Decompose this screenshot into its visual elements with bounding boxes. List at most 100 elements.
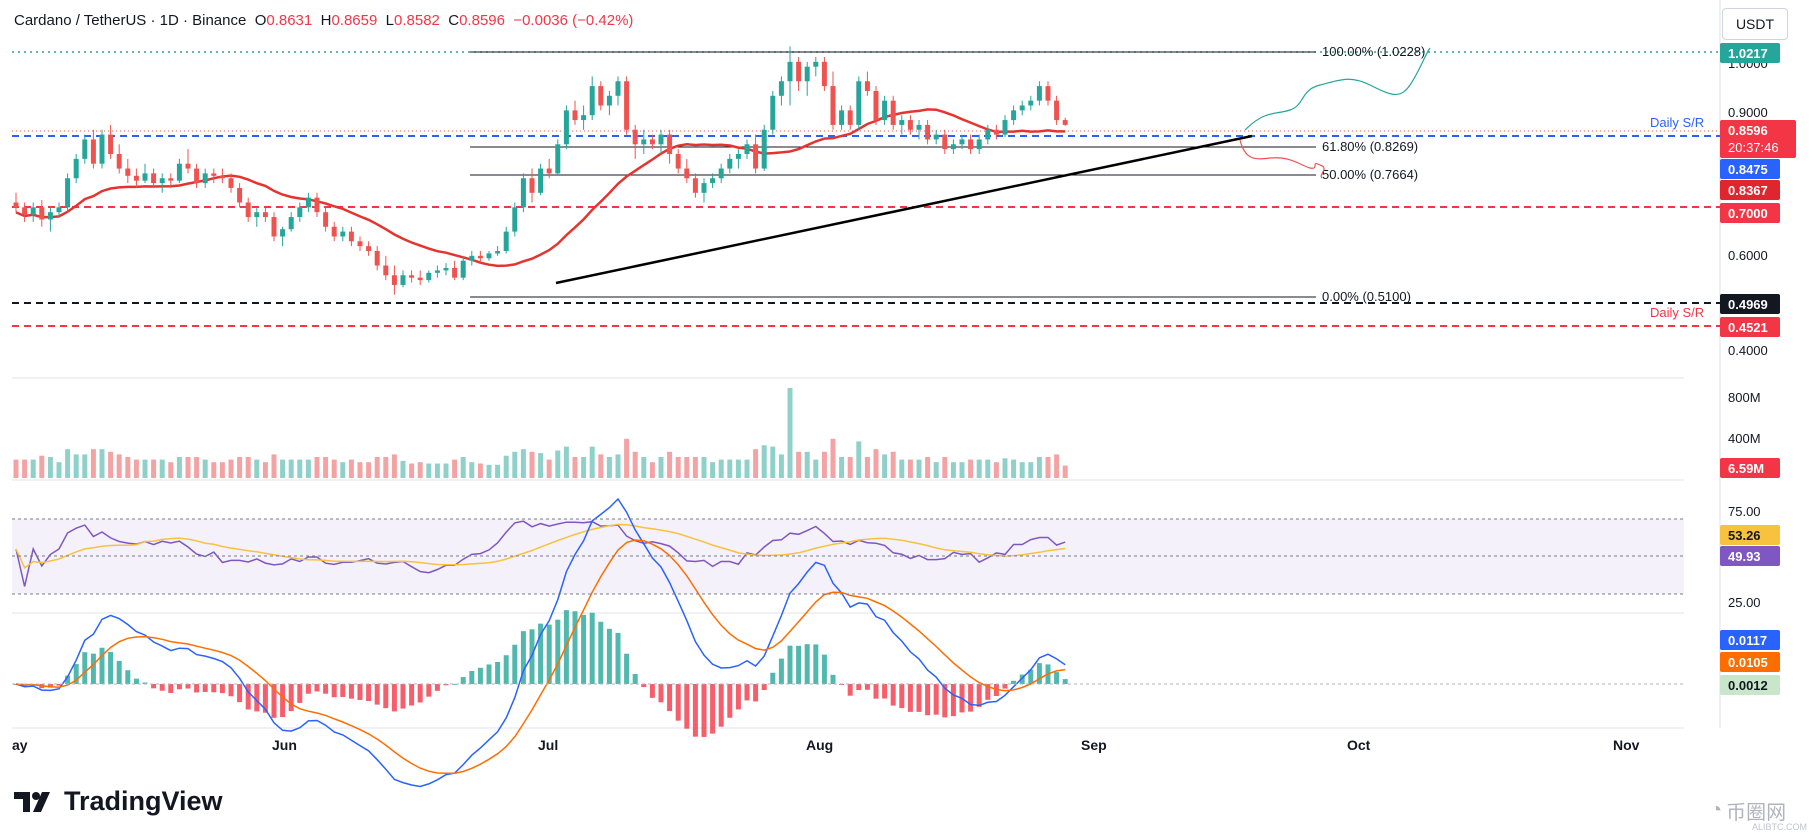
- symbol-title[interactable]: Cardano / TetherUS · 1D · Binance: [14, 12, 247, 29]
- macd-histogram-bar: [409, 684, 415, 706]
- macd-histogram-bar: [942, 684, 948, 718]
- rsi-tick: 25.00: [1728, 595, 1761, 610]
- candle-body: [39, 207, 45, 220]
- volume-bar: [1011, 459, 1017, 478]
- candle-body: [168, 178, 174, 181]
- currency-button[interactable]: USDT: [1722, 8, 1788, 40]
- tradingview-logo[interactable]: TradingView: [14, 786, 223, 817]
- macd-histogram-bar: [735, 684, 741, 710]
- volume-bar: [348, 459, 354, 478]
- candle-body: [409, 275, 415, 278]
- volume-bar: [520, 449, 526, 478]
- volume-bar: [968, 459, 974, 478]
- rsi-line: [15, 520, 1066, 587]
- volume-bar: [142, 459, 148, 478]
- volume-bar: [400, 460, 406, 478]
- macd-histogram-bar: [194, 684, 200, 693]
- macd-histogram-bar: [56, 684, 62, 686]
- macd-histogram-bar: [1062, 679, 1068, 684]
- candle-body: [417, 277, 423, 281]
- volume-bar: [615, 454, 621, 478]
- volume-bar: [262, 462, 268, 478]
- macd-histogram-bar: [546, 624, 552, 684]
- price-badge-0-7000: 0.7000: [1720, 203, 1780, 223]
- candle-body: [667, 134, 673, 154]
- macd-histogram-bar: [357, 684, 363, 700]
- volume-bar: [374, 457, 380, 478]
- volume-bar: [340, 462, 346, 478]
- macd-histogram-bar: [477, 667, 483, 684]
- volume-bar: [701, 457, 707, 478]
- open-label: O: [254, 12, 267, 29]
- volume-bar: [305, 459, 311, 478]
- candle-body: [99, 134, 105, 164]
- volume-bar: [417, 462, 423, 478]
- volume-bar: [99, 449, 105, 478]
- candle-body: [873, 90, 879, 121]
- volume-bar: [632, 451, 638, 478]
- candle-body: [1011, 110, 1017, 121]
- macd-histogram-bar: [116, 660, 122, 684]
- candle-body: [116, 154, 122, 169]
- macd-histogram-bar: [65, 675, 71, 684]
- candle-body: [572, 110, 578, 121]
- volume-bar: [176, 457, 182, 478]
- volume-bar: [899, 459, 905, 478]
- volume-bar: [151, 459, 157, 478]
- macd-histogram-bar: [890, 684, 896, 706]
- watermark-subtext: ALIBTC.COM: [1752, 822, 1808, 832]
- volume-bar: [538, 453, 544, 478]
- x-label: Jun: [272, 737, 297, 753]
- volume-bar: [813, 459, 819, 478]
- volume-bar: [495, 464, 501, 478]
- candle-body: [47, 212, 53, 220]
- volume-bar: [185, 457, 191, 478]
- volume-bar: [323, 457, 329, 478]
- volume-bar: [770, 446, 776, 478]
- candle-body: [1062, 120, 1068, 125]
- candle-body: [254, 212, 260, 218]
- candle-body: [529, 178, 535, 193]
- volume-bar: [555, 450, 561, 478]
- signal-badge: 0.0105: [1720, 652, 1780, 672]
- volume-bar: [761, 445, 767, 478]
- volume-bar: [1045, 457, 1051, 478]
- volume-bar: [1002, 458, 1008, 478]
- macd-histogram-bar: [47, 684, 53, 688]
- macd-histogram-bar: [99, 647, 105, 684]
- candle-body: [1028, 100, 1034, 106]
- volume-bar: [245, 457, 251, 478]
- macd-histogram-bar: [495, 662, 501, 684]
- macd-histogram-bar: [796, 645, 802, 684]
- macd-histogram-bar: [383, 684, 389, 709]
- price-badge-0-4521: 0.4521: [1720, 317, 1780, 337]
- price-badge-1-0217: 1.0217: [1720, 43, 1780, 63]
- macd-histogram-bar: [323, 684, 329, 694]
- close-label: C: [448, 12, 460, 29]
- macd-histogram-bar: [710, 684, 716, 734]
- candle-body: [950, 144, 956, 150]
- macd-histogram-bar: [254, 684, 260, 712]
- ascending-trendline[interactable]: [555, 134, 1253, 285]
- candle-body: [821, 61, 827, 87]
- candle-body: [185, 163, 191, 169]
- open-value: 0.8631: [266, 12, 313, 29]
- candle-body: [890, 100, 896, 125]
- volume-bar: [572, 457, 578, 478]
- candle-body: [615, 81, 621, 96]
- svg-text:0.0117: 0.0117: [1728, 633, 1767, 648]
- candle-body: [701, 183, 707, 193]
- macd-histogram-bar: [400, 684, 406, 709]
- candle-body: [968, 139, 974, 150]
- svg-text:0.0012: 0.0012: [1728, 678, 1768, 693]
- candle-body: [1002, 120, 1008, 135]
- moving-average-line: [15, 108, 1066, 268]
- volume-bar: [383, 457, 389, 478]
- volume-bar: [254, 459, 260, 478]
- volume-bar: [546, 459, 552, 478]
- daily-sr-label-top: Daily S/R: [1650, 115, 1704, 130]
- volume-bar: [391, 454, 397, 478]
- volume-bar: [735, 459, 741, 478]
- macd-histogram-bar: [770, 672, 776, 684]
